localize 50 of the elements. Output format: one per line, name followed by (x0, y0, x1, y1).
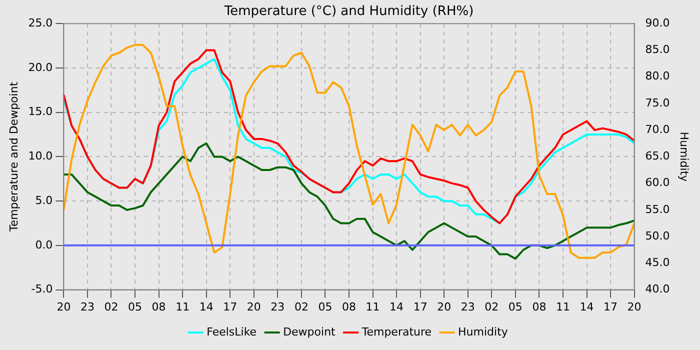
x-tick-label: 20 (627, 300, 642, 314)
y-tick-label: -5.0 (31, 282, 53, 296)
legend-label: Dewpoint (283, 325, 336, 338)
x-tick-label: 02 (484, 300, 499, 314)
x-tick-label: 08 (342, 300, 356, 314)
x-tick-label: 20 (437, 300, 452, 314)
y2-tick-label: 90.0 (645, 16, 670, 30)
x-tick-label: 08 (532, 300, 546, 314)
x-tick-label: 23 (460, 300, 475, 314)
x-tick-label: 08 (152, 300, 166, 314)
x-tick-label: 05 (508, 300, 522, 314)
y-tick-label: 0.0 (35, 238, 53, 252)
x-tick-label: 14 (580, 300, 594, 314)
y2-tick-label: 40.0 (645, 282, 670, 296)
x-tick-label: 02 (104, 300, 118, 314)
y2-tick-label: 65.0 (645, 150, 670, 163)
y2-tick-label: 70.0 (645, 122, 670, 136)
y2-tick-label: 50.0 (645, 229, 670, 242)
y-tick-label: 5.0 (35, 194, 53, 207)
x-tick-label: 02 (294, 300, 308, 314)
y-axis-title: Temperature and Dewpoint (7, 81, 20, 233)
y-tick-label: 25.0 (28, 16, 53, 30)
x-tick-label: 14 (390, 300, 404, 314)
x-tick-label: 23 (80, 300, 94, 314)
y2-tick-label: 80.0 (645, 70, 670, 83)
x-tick-label: 17 (223, 300, 238, 314)
y2-tick-label: 60.0 (645, 176, 670, 190)
x-tick-label: 11 (366, 300, 380, 314)
x-tick-label: 20 (56, 300, 71, 314)
legend-label: Humidity (458, 325, 508, 338)
x-tick-label: 11 (556, 300, 570, 314)
x-tick-label: 05 (128, 300, 142, 314)
y2-tick-label: 75.0 (645, 96, 670, 110)
legend-label: FeelsLike (206, 325, 257, 338)
y2-axis-title: Humidity (678, 132, 691, 182)
y-tick-label: 10.0 (28, 150, 53, 163)
y-tick-label: 20.0 (28, 60, 53, 74)
legend-label: Temperature (360, 325, 432, 338)
y2-tick-label: 45.0 (645, 256, 670, 270)
y2-tick-label: 55.0 (645, 202, 670, 216)
x-tick-label: 20 (246, 300, 261, 314)
x-tick-label: 11 (176, 300, 190, 314)
x-tick-label: 17 (604, 300, 618, 314)
x-tick-label: 23 (270, 300, 285, 314)
x-tick-label: 05 (318, 300, 332, 314)
x-tick-label: 17 (413, 300, 428, 314)
y-tick-label: 15.0 (28, 105, 53, 118)
chart-title: Temperature (°C) and Humidity (RH%) (223, 4, 474, 20)
y2-tick-label: 85.0 (645, 43, 670, 56)
x-tick-label: 14 (199, 300, 214, 314)
